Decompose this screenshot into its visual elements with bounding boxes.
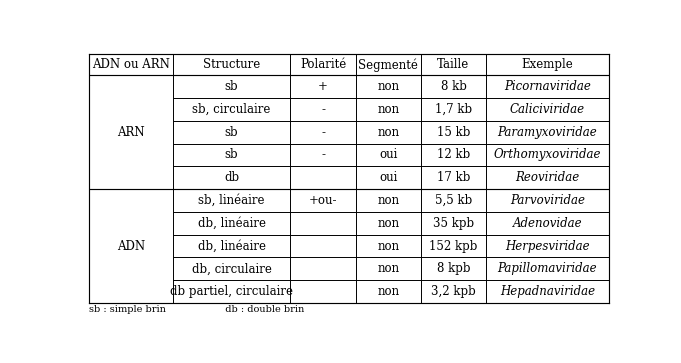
- Text: oui: oui: [379, 171, 398, 184]
- Text: Adenovidae: Adenovidae: [513, 217, 582, 230]
- Text: Polarité: Polarité: [300, 58, 346, 71]
- Text: sb: sb: [225, 80, 238, 93]
- Text: sb: sb: [225, 148, 238, 162]
- Text: db partiel, circulaire: db partiel, circulaire: [170, 285, 293, 298]
- Text: ADN ou ARN: ADN ou ARN: [92, 58, 170, 71]
- Text: Segmenté: Segmenté: [358, 58, 418, 72]
- Text: Herpesviridae: Herpesviridae: [505, 240, 590, 253]
- Text: Parvoviridae: Parvoviridae: [510, 194, 585, 207]
- Text: Taille: Taille: [437, 58, 470, 71]
- Text: sb, linéaire: sb, linéaire: [198, 194, 265, 207]
- Text: db, circulaire: db, circulaire: [191, 262, 272, 275]
- Text: non: non: [377, 285, 399, 298]
- Text: +: +: [318, 80, 328, 93]
- Text: -: -: [321, 148, 325, 162]
- Text: non: non: [377, 194, 399, 207]
- Text: -: -: [321, 126, 325, 139]
- Text: db: db: [224, 171, 239, 184]
- Text: oui: oui: [379, 148, 398, 162]
- Text: Reoviridae: Reoviridae: [516, 171, 580, 184]
- Text: 17 kb: 17 kb: [437, 171, 470, 184]
- Text: ADN: ADN: [117, 240, 145, 253]
- Text: non: non: [377, 126, 399, 139]
- Text: sb: sb: [225, 126, 238, 139]
- Text: Orthomyxoviridae: Orthomyxoviridae: [494, 148, 601, 162]
- Text: 3,2 kpb: 3,2 kpb: [431, 285, 476, 298]
- Text: Structure: Structure: [203, 58, 260, 71]
- Text: -: -: [321, 103, 325, 116]
- Text: non: non: [377, 80, 399, 93]
- Text: 1,7 kb: 1,7 kb: [435, 103, 472, 116]
- Text: 15 kb: 15 kb: [437, 126, 470, 139]
- Text: non: non: [377, 103, 399, 116]
- Text: Picornaviridae: Picornaviridae: [504, 80, 591, 93]
- Text: Caliciviridae: Caliciviridae: [510, 103, 585, 116]
- Text: +ou-: +ou-: [308, 194, 337, 207]
- Text: Papillomaviridae: Papillomaviridae: [498, 262, 597, 275]
- Text: sb, circulaire: sb, circulaire: [192, 103, 271, 116]
- Text: non: non: [377, 262, 399, 275]
- Text: 152 kpb: 152 kpb: [429, 240, 477, 253]
- Text: 35 kpb: 35 kpb: [433, 217, 474, 230]
- Text: db, linéaire: db, linéaire: [197, 217, 266, 230]
- Text: 8 kpb: 8 kpb: [437, 262, 471, 275]
- Text: 12 kb: 12 kb: [437, 148, 470, 162]
- Text: db, linéaire: db, linéaire: [197, 240, 266, 253]
- Text: 8 kb: 8 kb: [441, 80, 466, 93]
- Text: non: non: [377, 240, 399, 253]
- Text: sb : simple brin                   db : double brin: sb : simple brin db : double brin: [89, 305, 304, 314]
- Text: Hepadnaviridae: Hepadnaviridae: [500, 285, 595, 298]
- Text: Paramyxoviridae: Paramyxoviridae: [498, 126, 597, 139]
- Text: Exemple: Exemple: [522, 58, 573, 71]
- Text: ARN: ARN: [117, 126, 145, 139]
- Text: 5,5 kb: 5,5 kb: [435, 194, 472, 207]
- Text: non: non: [377, 217, 399, 230]
